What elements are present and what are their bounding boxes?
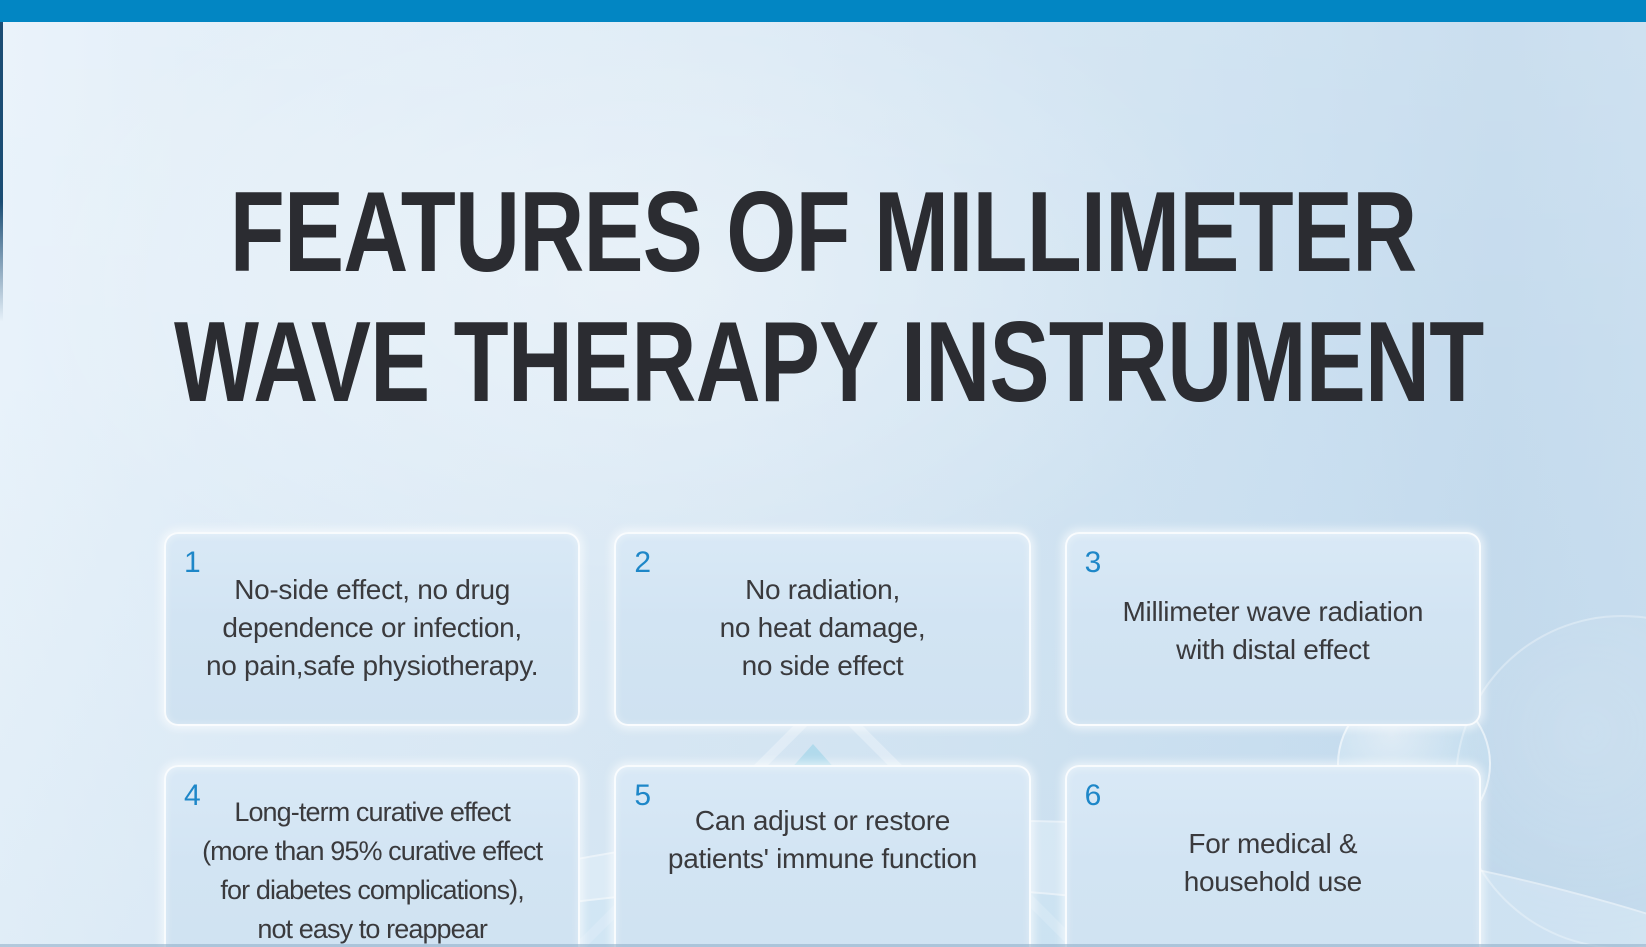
feature-text: Millimeter wave radiation with distal ef… bbox=[1122, 596, 1424, 665]
bottom-edge-line bbox=[0, 944, 1646, 947]
feature-text: Long-term curative effect (more than 95%… bbox=[202, 797, 543, 944]
feature-text: No radiation, no heat damage, no side ef… bbox=[719, 574, 926, 681]
top-brand-bar bbox=[0, 0, 1646, 22]
page-title-line-2: WAVE THERAPY INSTRUMENT bbox=[174, 298, 1484, 426]
features-grid: 1 No-side effect, no drug dependence or … bbox=[164, 532, 1481, 947]
feature-text: For medical & household use bbox=[1183, 828, 1363, 897]
feature-card-1: 1 No-side effect, no drug dependence or … bbox=[164, 532, 581, 726]
feature-card-2: 2 No radiation, no heat damage, no side … bbox=[614, 532, 1031, 726]
feature-number: 6 bbox=[1084, 779, 1102, 812]
feature-text: Can adjust or restore patients' immune f… bbox=[667, 805, 978, 874]
feature-number: 1 bbox=[184, 546, 201, 579]
page-title: FEATURES OF MILLIMETER WAVE THERAPY INST… bbox=[0, 168, 1646, 428]
feature-card-5: 5 Can adjust or restore patients' immune… bbox=[614, 765, 1031, 947]
left-edge-accent bbox=[0, 22, 3, 322]
feature-number: 2 bbox=[634, 546, 652, 579]
feature-card-6: 6 For medical & household use bbox=[1064, 765, 1481, 947]
page-title-line-1: FEATURES OF MILLIMETER bbox=[229, 169, 1417, 296]
feature-card-3: 3 Millimeter wave radiation with distal … bbox=[1064, 532, 1481, 726]
feature-number: 4 bbox=[184, 779, 201, 812]
feature-number: 3 bbox=[1084, 546, 1102, 579]
feature-text: No-side effect, no drug dependence or in… bbox=[206, 574, 539, 681]
feature-card-4: 4 Long-term curative effect (more than 9… bbox=[164, 765, 581, 947]
feature-number: 5 bbox=[634, 779, 652, 812]
